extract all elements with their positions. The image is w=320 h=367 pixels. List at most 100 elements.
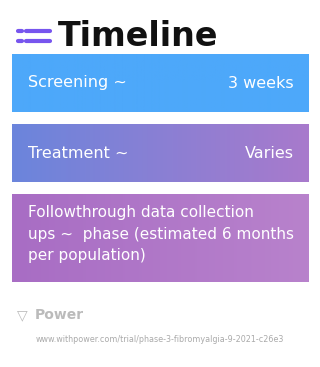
Bar: [219, 54, 222, 112]
Bar: [179, 54, 182, 112]
Bar: [56, 194, 59, 282]
Bar: [74, 194, 77, 282]
Bar: [268, 54, 270, 112]
Bar: [293, 54, 296, 112]
Bar: [202, 194, 204, 282]
Bar: [300, 124, 303, 182]
Bar: [95, 194, 97, 282]
Bar: [284, 54, 287, 112]
Bar: [181, 124, 183, 182]
Bar: [160, 194, 163, 282]
Bar: [157, 194, 159, 282]
Bar: [127, 194, 130, 282]
Bar: [255, 194, 257, 282]
Bar: [244, 124, 247, 182]
Bar: [307, 54, 309, 112]
Bar: [200, 54, 203, 112]
Bar: [267, 194, 269, 282]
Bar: [179, 194, 182, 282]
Bar: [70, 194, 72, 282]
Bar: [304, 124, 306, 182]
Bar: [224, 54, 226, 112]
Bar: [213, 194, 216, 282]
Bar: [218, 124, 220, 182]
Bar: [123, 124, 125, 182]
Bar: [48, 194, 50, 282]
Bar: [228, 124, 230, 182]
Bar: [249, 124, 251, 182]
Bar: [27, 54, 29, 112]
Bar: [89, 194, 92, 282]
Bar: [110, 54, 112, 112]
Bar: [307, 124, 309, 182]
Text: www.withpower.com/trial/phase-3-fibromyalgia-9-2021-c26e3: www.withpower.com/trial/phase-3-fibromya…: [36, 334, 284, 344]
Bar: [238, 124, 241, 182]
Bar: [209, 54, 211, 112]
Bar: [107, 194, 109, 282]
Bar: [260, 124, 263, 182]
Bar: [241, 124, 244, 182]
Bar: [34, 194, 37, 282]
Bar: [227, 194, 229, 282]
Bar: [91, 124, 93, 182]
Bar: [42, 54, 44, 112]
Bar: [265, 124, 268, 182]
Bar: [264, 194, 266, 282]
Bar: [287, 54, 290, 112]
Bar: [117, 54, 120, 112]
Bar: [210, 54, 213, 112]
Bar: [296, 54, 299, 112]
Bar: [113, 54, 115, 112]
Bar: [83, 194, 85, 282]
Bar: [61, 124, 63, 182]
Bar: [36, 124, 38, 182]
Bar: [184, 54, 186, 112]
Bar: [43, 124, 45, 182]
Bar: [293, 194, 296, 282]
Bar: [203, 124, 205, 182]
Bar: [286, 54, 288, 112]
Bar: [224, 124, 226, 182]
Bar: [289, 124, 291, 182]
Bar: [133, 124, 136, 182]
Bar: [194, 124, 196, 182]
Bar: [71, 54, 74, 112]
Bar: [148, 54, 151, 112]
Bar: [62, 54, 65, 112]
Bar: [234, 194, 236, 282]
Bar: [197, 124, 199, 182]
Bar: [173, 54, 176, 112]
Bar: [89, 124, 92, 182]
Bar: [280, 124, 282, 182]
Bar: [162, 194, 164, 282]
Bar: [15, 54, 18, 112]
Bar: [79, 124, 81, 182]
Bar: [193, 124, 195, 182]
Bar: [292, 194, 294, 282]
Bar: [20, 124, 22, 182]
Bar: [271, 124, 274, 182]
Text: Varies: Varies: [245, 145, 294, 160]
Bar: [44, 54, 47, 112]
Bar: [120, 194, 123, 282]
Text: Timeline: Timeline: [58, 19, 219, 52]
Bar: [101, 194, 103, 282]
Bar: [287, 194, 290, 282]
Text: ▽: ▽: [17, 308, 27, 322]
Bar: [138, 54, 140, 112]
Bar: [27, 124, 29, 182]
Bar: [13, 54, 16, 112]
Bar: [64, 124, 66, 182]
Bar: [87, 124, 90, 182]
Bar: [96, 124, 99, 182]
Bar: [116, 194, 118, 282]
Bar: [227, 124, 229, 182]
Bar: [33, 194, 35, 282]
Bar: [82, 194, 84, 282]
Bar: [53, 194, 56, 282]
Bar: [52, 54, 54, 112]
Bar: [289, 54, 291, 112]
Bar: [77, 54, 80, 112]
Bar: [250, 194, 253, 282]
Bar: [292, 54, 294, 112]
